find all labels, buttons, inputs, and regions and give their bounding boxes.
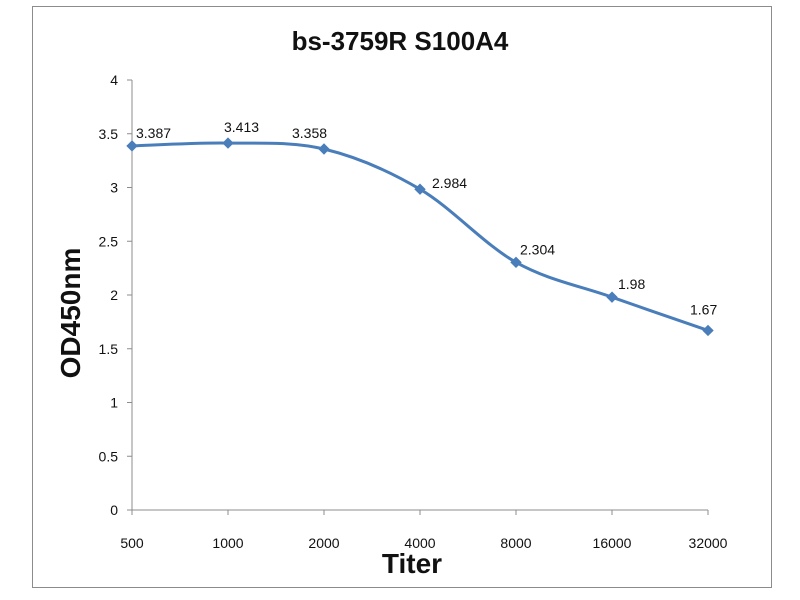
- y-tick-label: 3: [110, 180, 118, 196]
- y-tick-label: 0.5: [99, 448, 119, 464]
- series-layer: [126, 137, 714, 337]
- data-label: 1.67: [690, 301, 717, 317]
- data-point-marker: [222, 137, 234, 149]
- data-point-marker: [606, 291, 618, 303]
- y-tick-label: 2: [110, 287, 118, 303]
- x-tick-label: 32000: [689, 535, 728, 551]
- x-tick-label: 500: [120, 535, 144, 551]
- data-point-marker: [702, 324, 714, 337]
- data-point-marker: [414, 183, 426, 195]
- x-axis: 500 1000 2000 4000 8000 16000 32000: [120, 509, 728, 551]
- data-label-layer: 3.387 3.413 3.358 2.984 2.304 1.98 1.67: [136, 119, 717, 317]
- y-tick-label: 2.5: [99, 233, 119, 249]
- x-tick-label: 1000: [212, 535, 243, 551]
- data-label: 3.358: [292, 125, 327, 141]
- series-line: [130, 141, 710, 332]
- data-point-marker: [126, 140, 138, 152]
- data-label: 3.413: [224, 119, 259, 135]
- data-label: 2.304: [520, 241, 555, 257]
- data-point-marker: [318, 143, 330, 155]
- y-tick-label: 1.5: [99, 341, 119, 357]
- y-tick-label: 0: [110, 502, 118, 518]
- chart-title: bs-3759R S100A4: [292, 26, 509, 56]
- x-tick-label: 2000: [308, 535, 339, 551]
- x-axis-title: Titer: [382, 548, 442, 579]
- y-axis: 0 0.5 1 1.5 2 2.5 3 3.5 4: [99, 72, 133, 518]
- data-point-marker: [510, 256, 522, 269]
- x-tick-label: 16000: [593, 535, 632, 551]
- data-label: 3.387: [136, 125, 171, 141]
- x-tick-label: 8000: [500, 535, 531, 551]
- y-tick-label: 4: [110, 72, 118, 88]
- data-label: 1.98: [618, 276, 645, 292]
- x-tick-label: 4000: [404, 535, 435, 551]
- chart-frame: [32, 6, 772, 588]
- y-tick-label: 3.5: [99, 126, 119, 142]
- y-tick-label: 1: [110, 395, 118, 411]
- y-axis-title: OD450nm: [55, 248, 86, 379]
- data-label: 2.984: [432, 175, 467, 191]
